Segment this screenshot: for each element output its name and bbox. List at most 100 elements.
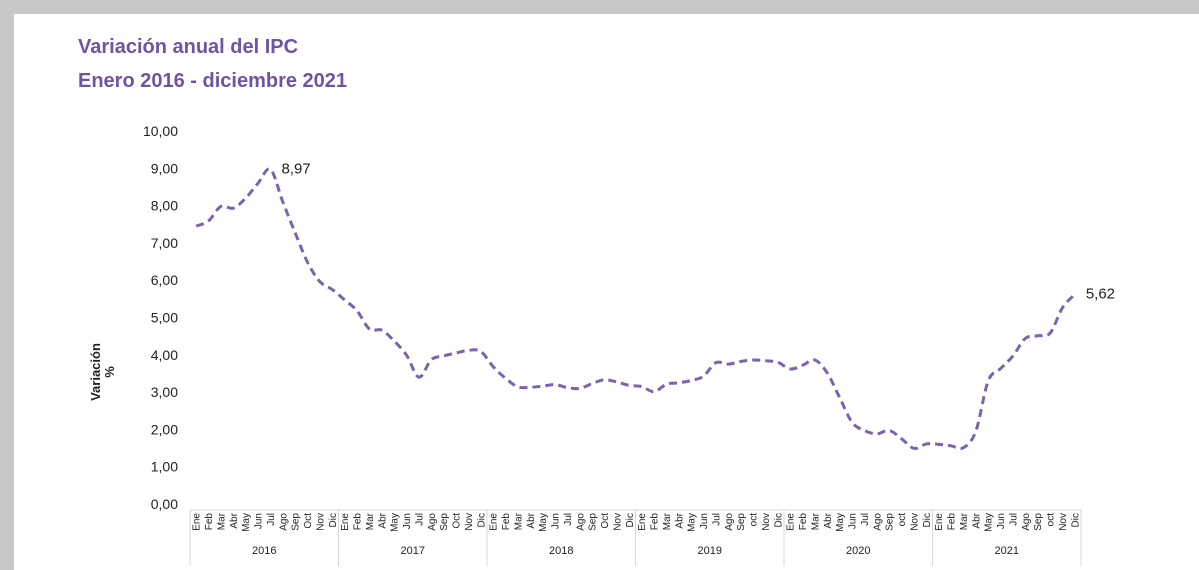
y-tick-label: 6,00: [151, 272, 178, 288]
x-tick-month: Sep: [439, 513, 450, 531]
x-tick-month: May: [241, 513, 252, 532]
series-layer: [195, 167, 1076, 451]
x-tick-month: Jul: [1008, 513, 1019, 526]
x-tick-month: Ene: [637, 513, 648, 531]
x-group-year: 2020: [846, 545, 870, 557]
x-tick-month: Nov: [909, 513, 920, 531]
x-tick-month: Sep: [736, 513, 747, 531]
x-tick-month: Jun: [848, 513, 859, 529]
x-tick-month: Mar: [959, 512, 970, 530]
x-tick-month: Dic: [328, 513, 339, 527]
x-tick-month: Abr: [526, 512, 537, 528]
x-tick-month: Ago: [427, 513, 438, 531]
x-group-year: 2017: [401, 545, 425, 557]
x-tick-month: oct: [749, 513, 760, 527]
x-tick-month: Jul: [266, 513, 277, 526]
x-tick-month: oct: [897, 513, 908, 527]
x-tick-month: Abr: [971, 512, 982, 528]
x-group-year: 2018: [549, 545, 573, 557]
x-tick-month: Oct: [452, 513, 463, 529]
x-tick-month: Jun: [551, 513, 562, 529]
data-label: 5,62: [1086, 285, 1115, 302]
x-tick-month: Sep: [885, 513, 896, 531]
y-tick-label: 0,00: [151, 496, 178, 512]
x-tick-month: Dic: [476, 513, 487, 527]
data-label: 8,97: [281, 160, 310, 177]
x-tick-month: Nov: [761, 513, 772, 531]
x-tick-month: Mar: [365, 512, 376, 530]
y-tick-label: 9,00: [151, 160, 178, 176]
window-frame-left: [0, 0, 14, 570]
x-tick-month: Feb: [798, 513, 809, 531]
chart-title: Variación anual del IPC: [78, 36, 299, 58]
x-tick-month: Ene: [489, 513, 500, 531]
x-tick-month: Ago: [724, 513, 735, 531]
x-tick-month: Ago: [1021, 513, 1032, 531]
x-tick-month: Dic: [625, 513, 636, 527]
y-tick-label: 2,00: [151, 421, 178, 437]
x-group-year: 2016: [252, 545, 276, 557]
x-tick-month: Jul: [563, 513, 574, 526]
x-tick-month: Ago: [278, 513, 289, 531]
x-tick-month: Nov: [1058, 513, 1069, 531]
x-tick-month: Dic: [922, 513, 933, 527]
x-tick-month: Feb: [947, 513, 958, 531]
x-tick-month: May: [390, 513, 401, 532]
x-tick-month: Feb: [650, 513, 661, 531]
window-frame-top: [0, 0, 1199, 14]
x-tick-month: Sep: [588, 513, 599, 531]
x-group-year: 2019: [698, 545, 722, 557]
y-tick-label: 4,00: [151, 347, 178, 363]
y-axis-label-line2: %: [102, 366, 117, 378]
x-tick-month: Jun: [254, 513, 265, 529]
x-tick-month: oct: [1046, 513, 1057, 527]
x-tick-month: Mar: [513, 512, 524, 530]
x-tick-month: May: [984, 513, 995, 532]
x-tick-month: Ene: [786, 513, 797, 531]
x-tick-month: Sep: [291, 513, 302, 531]
chart-title-block: Variación anual del IPC Enero 2016 - dic…: [78, 30, 347, 98]
x-tick-month: Ago: [575, 513, 586, 531]
x-group-year: 2021: [995, 545, 1019, 557]
y-axis-label-line1: Variación: [88, 343, 103, 401]
x-tick-month: Nov: [464, 513, 475, 531]
x-tick-month: Jul: [414, 513, 425, 526]
x-tick-month: Ago: [872, 513, 883, 531]
chart-subtitle: Enero 2016 - diciembre 2021: [78, 70, 348, 92]
x-tick-month: Mar: [810, 512, 821, 530]
y-tick-label: 5,00: [151, 310, 178, 326]
y-tick-label: 8,00: [151, 198, 178, 214]
x-tick-month: Feb: [353, 513, 364, 531]
x-tick-month: Ene: [934, 513, 945, 531]
x-axis: Ene Feb Mar Abr May Jun Jul Ago Sep Oct Nov Dic2016…: [189, 509, 1082, 566]
x-tick-month: Abr: [229, 512, 240, 528]
x-tick-month: Feb: [501, 513, 512, 531]
x-tick-month: Mar: [216, 512, 227, 530]
x-tick-month: Abr: [377, 512, 388, 528]
x-tick-month: Oct: [600, 513, 611, 529]
x-tick-month: Sep: [1033, 513, 1044, 531]
chart-card: [14, 14, 1199, 570]
series-line: [195, 167, 1076, 451]
x-tick-month: May: [835, 513, 846, 532]
x-tick-month: May: [538, 513, 549, 532]
x-tick-month: Oct: [303, 513, 314, 529]
y-tick-label: 3,00: [151, 384, 178, 400]
x-tick-month: May: [687, 513, 698, 532]
data-labels: 8,97 5,62: [281, 160, 1115, 302]
x-tick-month: Feb: [204, 513, 215, 531]
x-tick-month: Jun: [699, 513, 710, 529]
y-tick-label: 10,00: [143, 123, 178, 139]
y-axis-label: Variación %: [88, 343, 117, 401]
x-tick-month: Jun: [402, 513, 413, 529]
y-tick-label: 7,00: [151, 235, 178, 251]
x-tick-month: Ene: [340, 513, 351, 531]
x-tick-month: Abr: [674, 512, 685, 528]
x-tick-month: Dic: [773, 513, 784, 527]
x-tick-month: Dic: [1070, 513, 1081, 527]
x-tick-month: Abr: [823, 512, 834, 528]
x-tick-month: Ene: [192, 513, 203, 531]
x-tick-month: Jul: [860, 513, 871, 526]
x-tick-month: Nov: [315, 513, 326, 531]
